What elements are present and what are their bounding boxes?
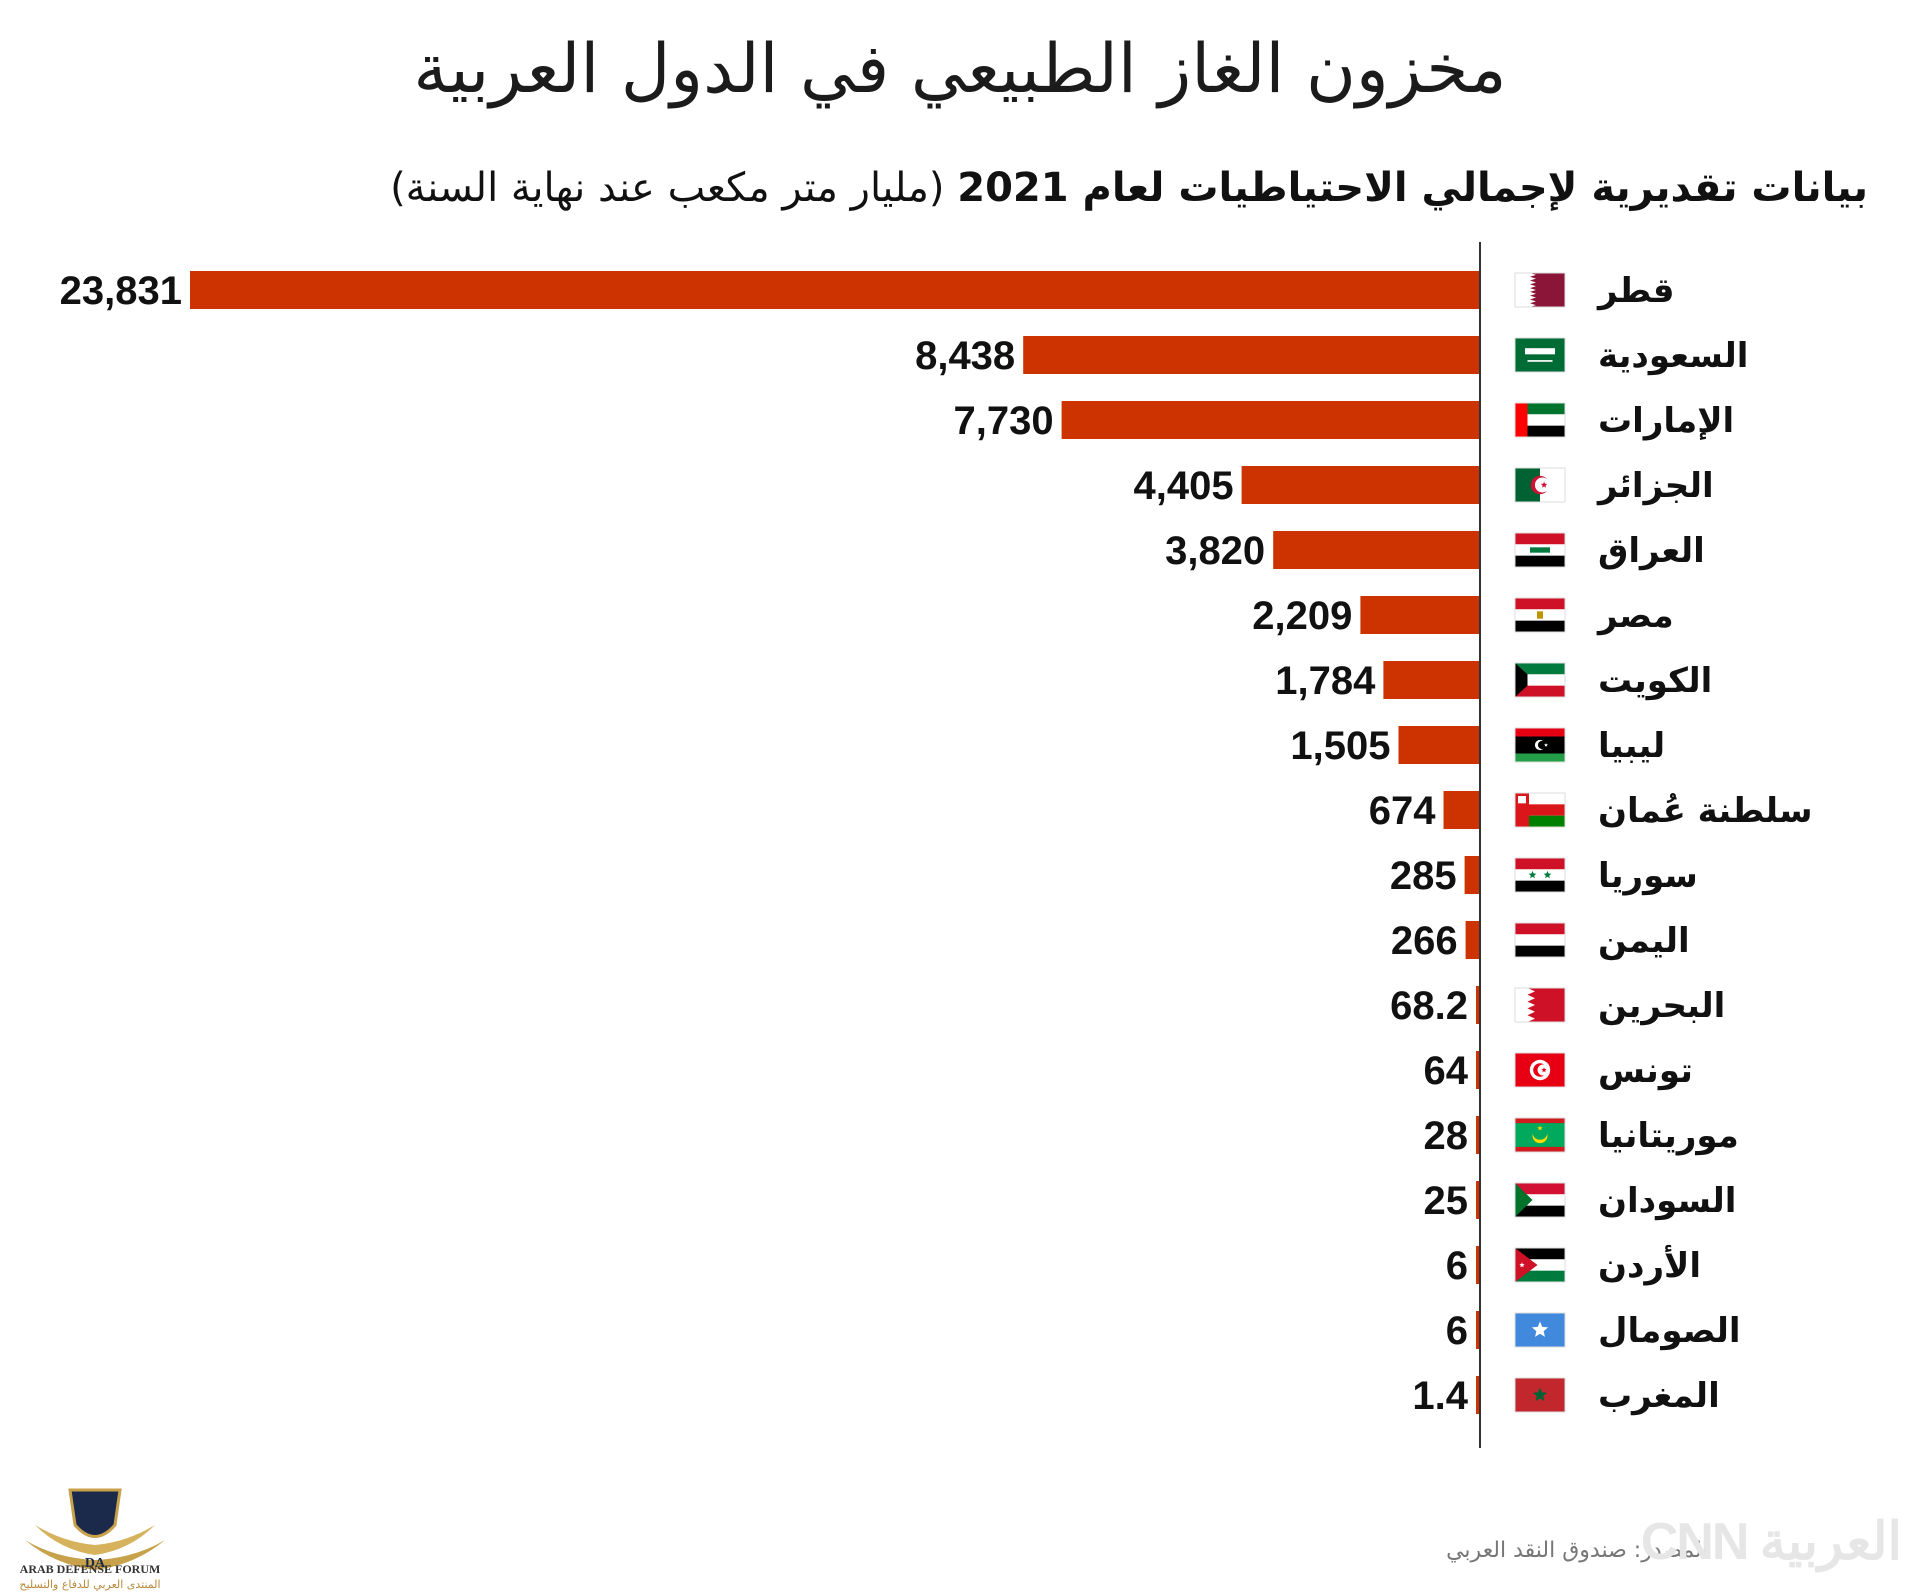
tunisia-flag-icon	[1514, 1052, 1566, 1088]
country-label-morocco: المغرب	[1598, 1376, 1720, 1416]
value-label-kuwait: 1,784	[1275, 659, 1376, 703]
logo-subtext: المنتدى العربي للدفاع والتسليح	[19, 1578, 161, 1591]
bar-qatar	[190, 271, 1480, 309]
value-label-iraq: 3,820	[1165, 529, 1265, 573]
value-label-syria: 285	[1390, 854, 1457, 898]
country-label-algeria: الجزائر	[1596, 466, 1714, 506]
oman-flag-icon	[1514, 792, 1566, 828]
libya-flag-icon	[1514, 727, 1566, 763]
logo-text: ARAB DEFENSE FORUM	[19, 1562, 161, 1576]
bar-iraq	[1273, 531, 1480, 569]
value-label-yemen: 266	[1391, 919, 1458, 963]
country-label-somalia: الصومال	[1598, 1311, 1741, 1351]
country-label-oman: سلطنة عُمان	[1598, 791, 1813, 831]
logo-mark: DA	[85, 1556, 106, 1571]
country-label-syria: سوريا	[1598, 856, 1698, 896]
value-label-saudi: 8,438	[915, 334, 1015, 378]
country-label-jordan: الأردن	[1598, 1244, 1701, 1286]
sudan-flag-icon	[1514, 1182, 1566, 1218]
value-label-uae: 7,730	[953, 399, 1053, 443]
bar-yemen	[1465, 921, 1480, 959]
bar-egypt	[1360, 596, 1480, 634]
subtitle-bold: بيانات تقديرية لإجمالي الاحتياطيات لعام …	[957, 165, 1868, 211]
country-label-kuwait: الكويت	[1598, 661, 1712, 701]
country-label-libya: ليبيا	[1598, 726, 1665, 766]
arab-defense-forum-logo: DA	[25, 1488, 165, 1571]
country-label-sudan: السودان	[1598, 1181, 1736, 1221]
source-note: المصدر: صندوق النقد العربي	[1446, 1538, 1708, 1563]
iraq-flag-icon	[1514, 532, 1566, 568]
value-label-jordan: 6	[1446, 1244, 1468, 1288]
country-label-saudi: السعودية	[1598, 336, 1748, 376]
bar-tunisia	[1476, 1051, 1480, 1089]
value-label-tunisia: 64	[1424, 1049, 1469, 1093]
chart-subtitle: بيانات تقديرية لإجمالي الاحتياطيات لعام …	[390, 165, 1868, 211]
value-label-algeria: 4,405	[1133, 464, 1233, 508]
bar-saudi	[1023, 336, 1480, 374]
bar-mauritania	[1476, 1116, 1480, 1154]
bahrain-flag-icon	[1514, 987, 1566, 1023]
kuwait-flag-icon	[1514, 662, 1566, 698]
country-label-mauritania: موريتانيا	[1598, 1116, 1739, 1156]
bar-morocco	[1476, 1376, 1480, 1414]
bar-sudan	[1476, 1181, 1480, 1219]
chart-title: مخزون الغاز الطبيعي في الدول العربية	[413, 30, 1507, 109]
egypt-flag-icon	[1514, 597, 1566, 633]
bar-syria	[1464, 856, 1480, 894]
somalia-flag-icon	[1514, 1312, 1566, 1348]
syria-flag-icon	[1514, 857, 1566, 893]
country-label-egypt: مصر	[1596, 596, 1674, 636]
value-label-bahrain: 68.2	[1390, 984, 1468, 1028]
value-label-somalia: 6	[1446, 1309, 1468, 1353]
value-label-morocco: 1.4	[1412, 1374, 1468, 1418]
value-label-oman: 674	[1369, 789, 1436, 833]
country-label-tunisia: تونس	[1598, 1051, 1693, 1091]
country-label-yemen: اليمن	[1598, 921, 1690, 961]
country-label-bahrain: البحرين	[1598, 986, 1725, 1026]
saudi-flag-icon	[1514, 337, 1566, 373]
cnn-arabic-logo: CNN العربية	[1640, 1513, 1904, 1571]
value-label-libya: 1,505	[1290, 724, 1390, 768]
value-label-egypt: 2,209	[1252, 594, 1352, 638]
country-label-qatar: قطر	[1596, 271, 1675, 311]
country-label-iraq: العراق	[1598, 531, 1705, 571]
subtitle-unit: (مليار متر مكعب عند نهاية السنة)	[390, 165, 945, 211]
mauritania-flag-icon	[1514, 1117, 1566, 1153]
bar-bahrain	[1476, 986, 1480, 1024]
bar-libya	[1398, 726, 1480, 764]
value-label-sudan: 25	[1424, 1179, 1469, 1223]
jordan-flag-icon	[1514, 1247, 1566, 1283]
bar-uae	[1061, 401, 1480, 439]
bar-algeria	[1241, 466, 1480, 504]
qatar-flag-icon	[1514, 272, 1566, 308]
bar-jordan	[1476, 1246, 1480, 1284]
uae-flag-icon	[1514, 402, 1566, 438]
bar-oman	[1443, 791, 1480, 829]
morocco-flag-icon	[1514, 1377, 1566, 1413]
value-label-qatar: 23,831	[60, 269, 182, 313]
bar-somalia	[1476, 1311, 1480, 1349]
value-label-mauritania: 28	[1424, 1114, 1469, 1158]
algeria-flag-icon	[1514, 467, 1566, 503]
bar-kuwait	[1383, 661, 1480, 699]
yemen-flag-icon	[1514, 922, 1566, 958]
country-label-uae: الإمارات	[1598, 401, 1734, 441]
